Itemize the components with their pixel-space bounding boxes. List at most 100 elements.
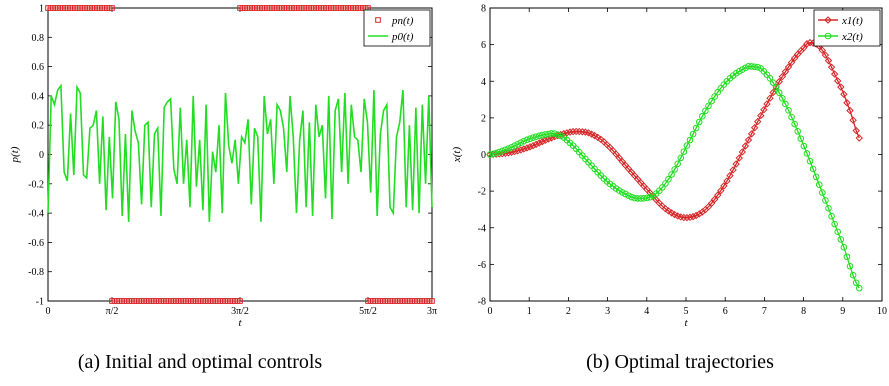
x1t-marker	[680, 213, 688, 222]
x2t-marker	[634, 195, 642, 202]
x1t-marker	[720, 182, 728, 190]
a-legend-label: p0(t)	[391, 31, 414, 43]
b-ytick-label: -8	[478, 297, 486, 308]
x2t-marker	[683, 142, 691, 149]
p0-series-line	[47, 83, 433, 222]
x2t-marker	[843, 253, 851, 261]
x1t-marker	[741, 142, 750, 150]
x1t-marker	[532, 140, 540, 149]
x1t-marker	[787, 58, 796, 67]
a-ytick-label: -0.6	[28, 238, 44, 249]
x2t-marker	[791, 120, 798, 128]
b-xtick-label: 2	[566, 306, 571, 317]
x1t-marker	[830, 70, 839, 78]
x2t-marker	[631, 194, 638, 202]
x1t-marker	[692, 211, 700, 220]
x2t-marker	[637, 195, 645, 202]
x2t-marker	[502, 146, 509, 154]
b-xtick-label: 3	[605, 306, 610, 317]
chart-b-ticks: 0 1 2 3 4 5 6 7 8 9 10 -8 -6 -4 -2 0 2 4 6 8	[478, 4, 887, 318]
b-ytick-label: -4	[478, 223, 486, 234]
b-xtick-label: 7	[762, 306, 767, 317]
x2t-marker	[625, 192, 632, 199]
b-xtick-label: 10	[877, 306, 887, 317]
x1t-marker	[775, 77, 783, 86]
a-xtick-label: 3π	[427, 306, 437, 317]
x2t-marker	[825, 204, 832, 212]
x2t-marker	[702, 107, 709, 115]
x1t-marker	[803, 40, 811, 48]
b-legend-swatch-marker	[824, 32, 832, 40]
chart-a-data	[45, 5, 435, 304]
a-ytick-label: -0.4	[28, 209, 44, 220]
x1t-marker	[735, 154, 743, 162]
chart-a-ticks: 0 π/2 3π/2 5π/2 3π -1 -0.8 -0.6 -0.4 -0.2 0 0.2 0.4 0…	[28, 4, 437, 318]
b-xtick-label: 1	[527, 306, 532, 317]
a-ytick-label: 0.6	[32, 62, 45, 73]
x2t-marker	[677, 154, 685, 162]
x1t-marker	[824, 56, 833, 65]
x1t-marker	[821, 51, 830, 59]
x2t-marker	[671, 166, 678, 173]
x1t-marker	[738, 148, 747, 156]
x2t-marker	[840, 244, 848, 251]
a-xtick-label: π/2	[106, 306, 119, 317]
x2t-marker	[668, 171, 675, 178]
x2t-marker	[686, 136, 694, 144]
x2t-marker	[511, 142, 518, 150]
x2t-marker	[532, 133, 540, 140]
x1t-marker	[781, 68, 790, 76]
x1t-marker	[732, 160, 740, 168]
x1t-marker	[590, 131, 599, 140]
x2t-marker	[619, 189, 626, 196]
caption-b: (b) Optimal trajectories	[586, 351, 774, 373]
x1t-marker	[523, 144, 531, 152]
x1t-marker	[526, 143, 534, 151]
x2t-marker	[517, 139, 525, 147]
x2t-marker	[846, 262, 854, 270]
x2t-marker	[505, 145, 512, 152]
x1t-marker	[572, 127, 580, 136]
a-ytick-label: 1	[39, 4, 44, 15]
x2t-marker	[775, 89, 783, 97]
x1t-marker	[695, 210, 703, 218]
x2t-marker	[806, 157, 814, 165]
x1t-marker	[750, 124, 759, 132]
x1t-marker	[593, 133, 602, 142]
chart-b-legend: x1(t) x2(t)	[813, 9, 881, 47]
x2t-marker	[849, 271, 857, 279]
x2t-marker	[812, 173, 820, 181]
x2t-marker	[819, 189, 826, 196]
x1t-marker	[757, 111, 765, 120]
x2t-marker	[828, 212, 835, 220]
b-ytick-label: 8	[481, 4, 486, 15]
b-xtick-label: 5	[684, 306, 689, 317]
caption-a: (a) Initial and optimal controls	[78, 351, 323, 373]
x2t-marker	[855, 284, 863, 292]
x1t-marker	[569, 127, 577, 136]
x2t-marker	[852, 279, 860, 287]
x1t-marker	[717, 186, 725, 195]
x1t-marker	[661, 204, 670, 213]
x2t-marker	[699, 112, 706, 120]
a-ytick-label: -0.8	[28, 267, 44, 278]
x2t-marker	[794, 127, 802, 135]
x1t-marker	[612, 150, 620, 158]
x2t-marker	[526, 135, 534, 142]
x1t-marker	[535, 139, 543, 147]
x1t-marker	[544, 135, 553, 143]
a-xtick-label: 5π/2	[359, 306, 377, 317]
x1t-marker	[855, 134, 863, 142]
x2t-marker	[695, 118, 703, 126]
a-xtick-label: 3π/2	[231, 306, 249, 317]
x2t-marker	[834, 228, 842, 236]
x2t-marker	[689, 130, 697, 138]
x2t-marker	[529, 134, 537, 141]
x1t-marker	[754, 117, 762, 126]
x2t-marker	[742, 64, 749, 72]
x2t-marker	[748, 63, 755, 70]
b-ytick-label: -2	[478, 187, 486, 198]
x1t-marker	[747, 130, 756, 138]
x2t-marker	[815, 181, 823, 189]
chart-a: 0 π/2 3π/2 5π/2 3π -1 -0.8 -0.6 -0.4 -0.2 0 0.2 0.4 0…	[9, 4, 437, 330]
